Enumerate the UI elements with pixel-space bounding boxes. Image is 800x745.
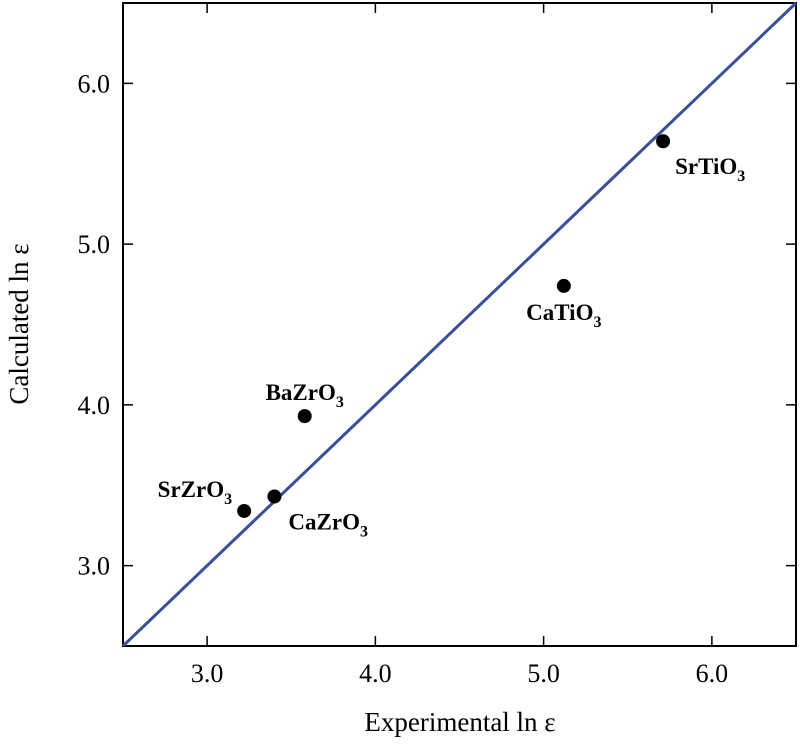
point-label-subscript: 3 bbox=[360, 524, 368, 541]
x-axis-title: Experimental ln ε bbox=[364, 707, 555, 737]
reference-line bbox=[121, 1, 798, 648]
point-label-formula: BaZrO bbox=[266, 380, 336, 405]
y-tick-label: 4.0 bbox=[78, 391, 111, 420]
x-tick-label: 6.0 bbox=[696, 659, 729, 688]
plot-frame bbox=[122, 2, 797, 647]
y-tick-label: 6.0 bbox=[78, 69, 111, 98]
point-label: SrTiO3 bbox=[675, 154, 745, 185]
point-label: SrZrO3 bbox=[158, 477, 232, 508]
data-point bbox=[656, 134, 671, 149]
point-label-formula: SrTiO bbox=[675, 154, 737, 179]
x-tick-label: 3.0 bbox=[191, 659, 224, 688]
point-label-formula: CaTiO bbox=[526, 300, 593, 325]
y-tick-label: 3.0 bbox=[78, 552, 111, 581]
point-label-formula: SrZrO bbox=[158, 477, 224, 502]
y-tick-label: 5.0 bbox=[78, 230, 111, 259]
point-label-subscript: 3 bbox=[593, 314, 601, 331]
x-tick-label: 5.0 bbox=[527, 659, 560, 688]
data-point bbox=[267, 489, 282, 504]
data-point bbox=[556, 278, 571, 293]
point-label-subscript: 3 bbox=[336, 394, 344, 411]
point-label-subscript: 3 bbox=[224, 491, 232, 508]
point-label: BaZrO3 bbox=[266, 380, 344, 411]
point-label-subscript: 3 bbox=[737, 168, 745, 185]
y-axis-title: Calculated ln ε bbox=[4, 243, 34, 404]
point-label-formula: CaZrO bbox=[288, 510, 360, 535]
data-point bbox=[237, 503, 252, 518]
data-point bbox=[297, 409, 312, 424]
point-label: CaZrO3 bbox=[288, 510, 368, 541]
x-tick-label: 4.0 bbox=[359, 659, 392, 688]
point-label: CaTiO3 bbox=[526, 300, 601, 331]
